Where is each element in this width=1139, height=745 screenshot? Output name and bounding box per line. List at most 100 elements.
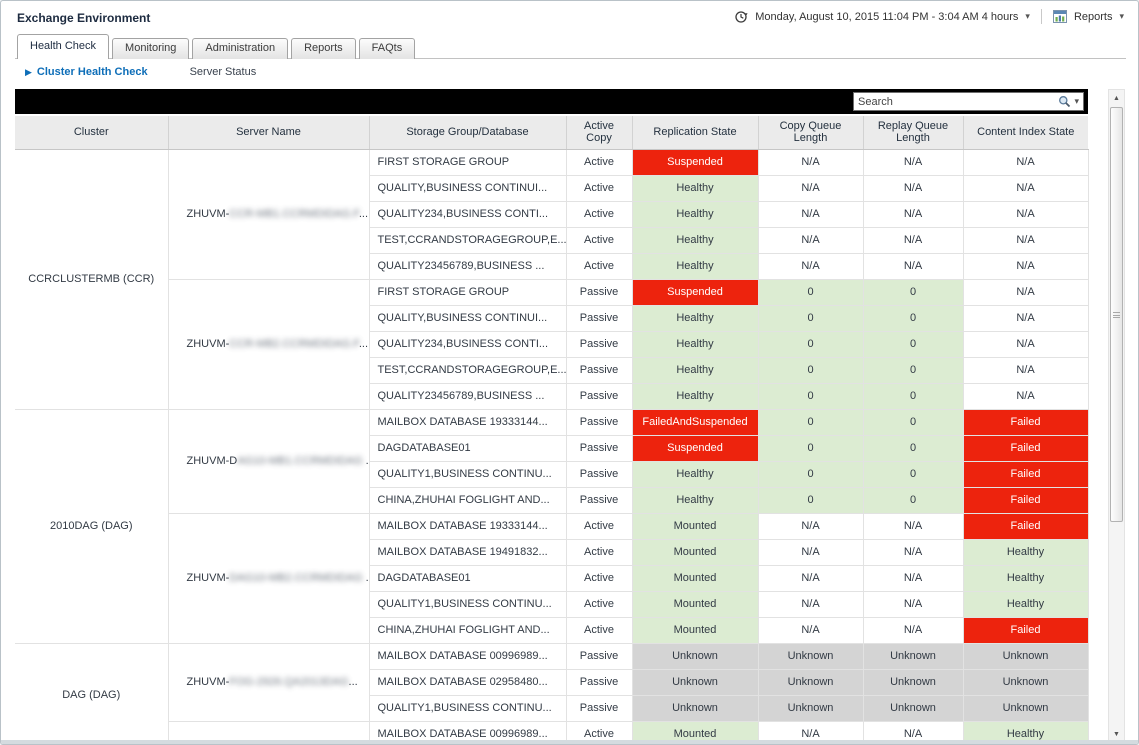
scroll-down-button[interactable]: ▼	[1113, 730, 1120, 738]
server-name-redacted: DAG10-MB2.CCRMDIDAG	[229, 572, 363, 584]
search-box: ▾	[853, 92, 1084, 111]
copy-queue-length-cell: 0	[757, 304, 864, 332]
replication-state-cell: Suspended	[631, 278, 759, 306]
table-row[interactable]: QUALITY,BUSINESS CONTINUI... Active Health…	[15, 174, 1089, 202]
content-index-state-cell: Failed	[962, 486, 1089, 514]
active-copy-cell: Active	[565, 200, 633, 228]
tab-reports[interactable]: Reports	[291, 38, 356, 59]
server-name-cell: ZHUVM-CCR-MB1.CCRMDIDAG.F...	[167, 148, 370, 280]
column-header-replication-state[interactable]: Replication State	[632, 116, 759, 150]
replication-state-cell: Healthy	[631, 200, 759, 228]
server-name-cell: ZHUVM-DAG10-MB1.CCRMDIDAG ..	[167, 408, 370, 514]
storage-group-cell: MAILBOX DATABASE 19491832...	[368, 538, 567, 566]
tab-health-check[interactable]: Health Check	[17, 34, 110, 59]
reports-menu-label[interactable]: Reports	[1073, 10, 1113, 23]
table-row[interactable]: MAILBOX DATABASE 19491832... Active Mounte…	[15, 538, 1089, 566]
cluster-cell: DAG (DAG)	[15, 642, 169, 744]
table-row[interactable]: ZHUVM-DAG10-MB2.CCRMDIDAG ..MAILBOX DATA…	[15, 512, 1089, 644]
replication-state-cell: Healthy	[631, 304, 759, 332]
tab-administration[interactable]: Administration	[192, 38, 289, 59]
table-row[interactable]: MAILBOX DATABASE 02958480... Passive Unkno…	[15, 668, 1089, 696]
column-header-content-index-state[interactable]: Content Index State	[963, 116, 1088, 150]
replay-queue-length-cell: N/A	[862, 512, 964, 540]
table-row[interactable]: DAG (DAG) ZHUVM-FOG-2926.QA2013DAG... MAIL…	[15, 642, 1089, 744]
tab-faqts[interactable]: FAQts	[358, 38, 416, 59]
table-row[interactable]: QUALITY234,BUSINESS CONTI... Active Health…	[15, 200, 1089, 228]
table-row[interactable]: MAILBOX DATABASE 00996989... Active Mounte…	[15, 720, 1089, 744]
scroll-up-button[interactable]: ▲	[1113, 94, 1120, 102]
vertical-scrollbar[interactable]: ▲ ▼	[1108, 89, 1125, 743]
copy-queue-length-cell: N/A	[757, 148, 864, 176]
content-index-state-cell: N/A	[962, 330, 1089, 358]
replay-queue-length-cell: N/A	[862, 226, 964, 254]
top-right-toolbar: Monday, August 10, 2015 11:04 PM - 3:04 …	[734, 9, 1124, 24]
column-header-server-name[interactable]: Server Name	[168, 116, 370, 150]
server-name-redacted: CCR-MB1.CCRMDIDAG.F	[229, 208, 359, 220]
content-index-state-cell: Failed	[962, 434, 1089, 462]
column-header-copy-queue-length[interactable]: Copy Queue Length	[758, 116, 864, 150]
content-index-state-cell: Healthy	[962, 538, 1089, 566]
table-row[interactable]: QUALITY1,BUSINESS CONTINU... Passive Healt…	[15, 460, 1089, 488]
search-input[interactable]	[854, 93, 1059, 110]
content-index-state-cell: N/A	[962, 226, 1089, 254]
active-copy-cell: Active	[565, 564, 633, 592]
table-row[interactable]: ZHUVM-CCR-MB2.CCRMDIDAG.F... FIRST STORAG…	[15, 278, 1089, 410]
replication-state-cell: Mounted	[631, 512, 759, 540]
subnav-item-server-status[interactable]: Server Status	[189, 66, 257, 78]
subnav-item-cluster-health-check[interactable]: Cluster Health Check	[36, 66, 148, 78]
tab-monitoring[interactable]: Monitoring	[112, 38, 190, 59]
server-name-prefix: ZHUVM-	[186, 338, 230, 350]
time-range-caret-icon[interactable]: ▾	[1025, 11, 1030, 21]
content-index-state-cell: Unknown	[962, 642, 1089, 670]
storage-group-cell: QUALITY,BUSINESS CONTINUI...	[368, 304, 567, 332]
reports-caret-icon[interactable]: ▾	[1119, 11, 1124, 21]
column-header-storage-group[interactable]: Storage Group/Database	[369, 116, 567, 150]
active-copy-cell: Passive	[565, 642, 633, 670]
table-row[interactable]: TEST,CCRANDSTORAGEGROUP,E... Passive Healt…	[15, 356, 1089, 384]
copy-queue-length-cell: N/A	[757, 174, 864, 202]
content-index-state-cell: N/A	[962, 252, 1089, 280]
content-index-state-cell: N/A	[962, 356, 1089, 384]
replication-state-cell: Unknown	[631, 694, 759, 722]
replication-state-cell: Suspended	[631, 148, 759, 176]
replay-queue-length-cell: N/A	[862, 148, 964, 176]
table-row[interactable]: QUALITY234,BUSINESS CONTI... Passive Healt…	[15, 330, 1089, 358]
copy-queue-length-cell: N/A	[757, 538, 864, 566]
content-index-state-cell: Unknown	[962, 694, 1089, 722]
replay-queue-length-cell: Unknown	[862, 642, 964, 670]
replay-queue-length-cell: 0	[862, 434, 964, 462]
table-row[interactable]: DAGDATABASE01 Active Mounted N/A N/A Healthy	[15, 564, 1089, 592]
replay-queue-length-cell: 0	[862, 408, 964, 436]
column-header-active-copy[interactable]: Active Copy	[566, 116, 633, 150]
content-index-state-cell: N/A	[962, 148, 1089, 176]
tab-strip-underline	[15, 58, 1126, 59]
replication-state-cell: Suspended	[631, 434, 759, 462]
table-row[interactable]: 2010DAG (DAG) ZHUVM-DAG10-MB1.CCRMDIDAG .…	[15, 408, 1089, 644]
copy-queue-length-cell: 0	[757, 460, 864, 488]
search-icon[interactable]	[1058, 95, 1071, 108]
server-name-redacted: AG10-MB1.CCRMDIDAG	[237, 455, 363, 467]
replay-queue-length-cell: N/A	[862, 252, 964, 280]
time-range-label[interactable]: Monday, August 10, 2015 11:04 PM - 3:04 …	[755, 10, 1019, 23]
replication-state-cell: Mounted	[631, 590, 759, 618]
column-header-cluster[interactable]: Cluster	[15, 116, 169, 150]
content-index-state-cell: Healthy	[962, 720, 1089, 744]
copy-queue-length-cell: N/A	[757, 616, 864, 644]
replay-queue-length-cell: 0	[862, 330, 964, 358]
column-header-replay-queue-length[interactable]: Replay Queue Length	[863, 116, 964, 150]
window-bottom-edge	[1, 740, 1138, 744]
table-row[interactable]: CCRCLUSTERMB (CCR) ZHUVM-CCR-MB1.CCRMDIDA…	[15, 148, 1089, 410]
table-row[interactable]: DAGDATABASE01 Passive Suspended 0 0 Failed	[15, 434, 1089, 462]
active-copy-cell: Active	[565, 226, 633, 254]
active-copy-cell: Active	[565, 538, 633, 566]
storage-group-cell: QUALITY234,BUSINESS CONTI...	[368, 200, 567, 228]
scrollbar-thumb[interactable]	[1110, 107, 1123, 522]
table-row[interactable]: CHINA,ZHUHAI FOGLIGHT AND... Active Mounte…	[15, 616, 1089, 644]
sub-navigation: ▶ Cluster Health Check Server Status	[25, 66, 256, 78]
table-row[interactable]: QUALITY23456789,BUSINESS ... Passive Healt…	[15, 382, 1089, 410]
replication-state-cell: Unknown	[631, 668, 759, 696]
cluster-cell: 2010DAG (DAG)	[15, 408, 169, 644]
replication-state-cell: Mounted	[631, 564, 759, 592]
search-options-caret-icon[interactable]: ▾	[1074, 96, 1079, 106]
table-row[interactable]: QUALITY1,BUSINESS CONTINU... Active Mounte…	[15, 590, 1089, 618]
